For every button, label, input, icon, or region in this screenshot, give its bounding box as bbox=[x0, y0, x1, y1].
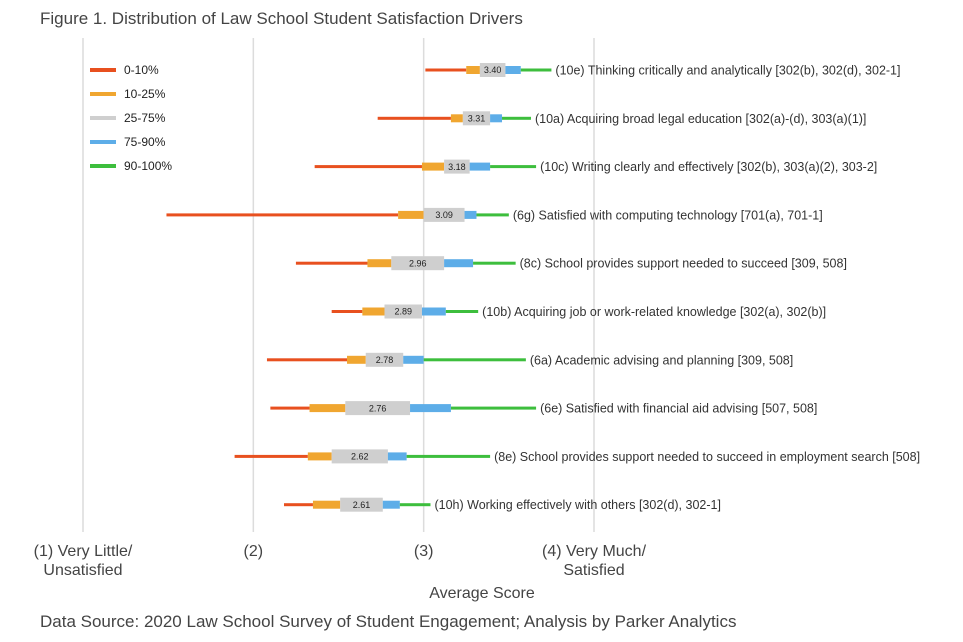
percentile-segment-75-90% bbox=[490, 114, 503, 123]
mean-label: 3.40 bbox=[484, 65, 502, 75]
percentile-segment-25-75% bbox=[479, 63, 506, 77]
percentile-segment-10-25% bbox=[312, 500, 341, 509]
mean-label: 2.76 bbox=[369, 403, 387, 413]
percentile-segment-10-25% bbox=[347, 355, 366, 364]
percentile-segment-90-100% bbox=[423, 358, 526, 362]
mean-label: 2.78 bbox=[376, 355, 394, 365]
x-axis-label: Average Score bbox=[429, 585, 535, 602]
percentile-segment-75-90% bbox=[382, 500, 400, 509]
x-tick-label: (3) bbox=[414, 543, 434, 560]
row-label: (8e) School provides support needed to s… bbox=[494, 450, 920, 464]
percentile-segment-75-90% bbox=[469, 162, 491, 171]
percentile-segment-25-75% bbox=[391, 256, 445, 271]
percentile-segment-75-90% bbox=[505, 66, 521, 74]
data-rows: 3.40 (10e) Thinking critically and analyt… bbox=[166, 63, 920, 512]
data-row: 2.61 (10h) Working effectively with other… bbox=[283, 497, 721, 512]
percentile-segment-0-10% bbox=[331, 310, 363, 313]
row-label: (10h) Working effectively with others [3… bbox=[434, 498, 720, 512]
data-row: 3.40 (10e) Thinking critically and analyt… bbox=[425, 63, 901, 78]
data-row: 3.31 (10a) Acquiring broad legal educatio… bbox=[377, 111, 866, 126]
row-label: (10e) Thinking critically and analytical… bbox=[555, 64, 900, 78]
percentile-segment-75-90% bbox=[410, 404, 451, 413]
percentile-segment-0-10% bbox=[295, 261, 368, 265]
percentile-segment-25-75% bbox=[345, 401, 411, 416]
data-row: 2.78 (6a) Academic advising and planning … bbox=[266, 352, 793, 367]
percentile-segment-90-100% bbox=[473, 261, 516, 265]
data-source: Data Source: 2020 Law School Survey of S… bbox=[40, 612, 736, 631]
percentile-segment-10-25% bbox=[466, 66, 480, 74]
percentile-segment-25-75% bbox=[331, 449, 388, 464]
row-label: (8c) School provides support needed to s… bbox=[520, 257, 847, 271]
percentile-segment-25-75% bbox=[340, 497, 383, 512]
row-label: (6e) Satisfied with financial aid advisi… bbox=[540, 402, 817, 416]
mean-label: 2.89 bbox=[394, 307, 412, 317]
percentile-segment-10-25% bbox=[307, 452, 332, 461]
percentile-segment-25-75% bbox=[444, 159, 470, 174]
legend-label: 25-75% bbox=[124, 111, 166, 125]
x-tick-label: Unsatisfied bbox=[43, 562, 122, 579]
percentile-segment-75-90% bbox=[464, 210, 477, 219]
grid bbox=[82, 38, 595, 532]
legend-label: 75-90% bbox=[124, 135, 166, 149]
percentile-segment-0-10% bbox=[166, 213, 399, 217]
percentile-segment-75-90% bbox=[444, 259, 474, 268]
x-axis-ticks: (1) Very Little/Unsatisfied (2) (3) (4) Ver… bbox=[34, 543, 647, 579]
percentile-segment-25-75% bbox=[365, 352, 404, 367]
percentile-segment-25-75% bbox=[384, 304, 422, 319]
mean-label: 3.09 bbox=[435, 210, 453, 220]
data-row: 3.18 (10c) Writing clearly and effectivel… bbox=[314, 159, 877, 174]
mean-label: 2.61 bbox=[353, 500, 371, 510]
percentile-segment-25-75% bbox=[423, 207, 465, 222]
mean-label: 3.31 bbox=[468, 114, 486, 124]
percentile-segment-10-25% bbox=[398, 210, 424, 219]
data-row: 2.76 (6e) Satisfied with financial aid ad… bbox=[270, 401, 817, 416]
percentile-segment-90-100% bbox=[406, 454, 491, 458]
percentile-segment-10-25% bbox=[309, 404, 346, 413]
percentile-segment-0-10% bbox=[314, 165, 422, 169]
percentile-segment-90-100% bbox=[450, 406, 537, 410]
x-tick-label: (1) Very Little/ bbox=[34, 543, 133, 560]
percentile-segment-0-10% bbox=[377, 116, 451, 120]
percentile-segment-90-100% bbox=[445, 310, 479, 313]
legend-label: 90-100% bbox=[124, 159, 172, 173]
percentile-segment-90-100% bbox=[490, 165, 537, 169]
percentile-segment-90-100% bbox=[520, 68, 552, 72]
row-label: (6a) Academic advising and planning [309… bbox=[530, 353, 793, 367]
percentile-segment-10-25% bbox=[450, 114, 463, 123]
percentile-segment-90-100% bbox=[502, 116, 531, 120]
percentile-segment-75-90% bbox=[421, 307, 446, 316]
mean-label: 3.18 bbox=[448, 162, 466, 172]
x-tick-label: (4) Very Much/ bbox=[542, 543, 647, 560]
percentile-segment-90-100% bbox=[399, 503, 431, 507]
percentile-segment-75-90% bbox=[403, 355, 424, 364]
data-row: 2.89 (10b) Acquiring job or work-related … bbox=[331, 304, 826, 319]
data-row: 2.62 (8e) School provides support needed … bbox=[234, 449, 920, 464]
row-label: (10a) Acquiring broad legal education [3… bbox=[535, 112, 866, 126]
row-label: (10c) Writing clearly and effectively [3… bbox=[540, 160, 877, 174]
percentile-segment-0-10% bbox=[270, 406, 310, 410]
percentile-segment-10-25% bbox=[362, 307, 385, 316]
legend: 0-10% 10-25% 25-75% 75-90% 90-100% bbox=[90, 63, 172, 173]
data-row: 3.09 (6g) Satisfied with computing techno… bbox=[166, 207, 823, 222]
percentile-segment-75-90% bbox=[387, 452, 407, 461]
percentile-segment-0-10% bbox=[266, 358, 348, 362]
x-tick-label: Satisfied bbox=[563, 562, 624, 579]
row-label: (10b) Acquiring job or work-related know… bbox=[482, 305, 826, 319]
percentile-segment-25-75% bbox=[462, 111, 491, 126]
legend-label: 0-10% bbox=[124, 63, 159, 77]
percentile-segment-10-25% bbox=[421, 162, 445, 171]
percentile-segment-10-25% bbox=[367, 259, 392, 268]
legend-label: 10-25% bbox=[124, 87, 166, 101]
percentile-segment-0-10% bbox=[425, 68, 467, 72]
x-tick-label: (2) bbox=[244, 543, 264, 560]
mean-label: 2.62 bbox=[351, 452, 369, 462]
percentile-segment-0-10% bbox=[283, 503, 313, 507]
row-label: (6g) Satisfied with computing technology… bbox=[513, 208, 823, 222]
percentile-segment-90-100% bbox=[476, 213, 509, 217]
mean-label: 2.96 bbox=[409, 258, 427, 268]
data-row: 2.96 (8c) School provides support needed … bbox=[295, 256, 847, 271]
chart-title: Figure 1. Distribution of Law School Stu… bbox=[40, 9, 523, 28]
percentile-segment-0-10% bbox=[234, 454, 308, 458]
